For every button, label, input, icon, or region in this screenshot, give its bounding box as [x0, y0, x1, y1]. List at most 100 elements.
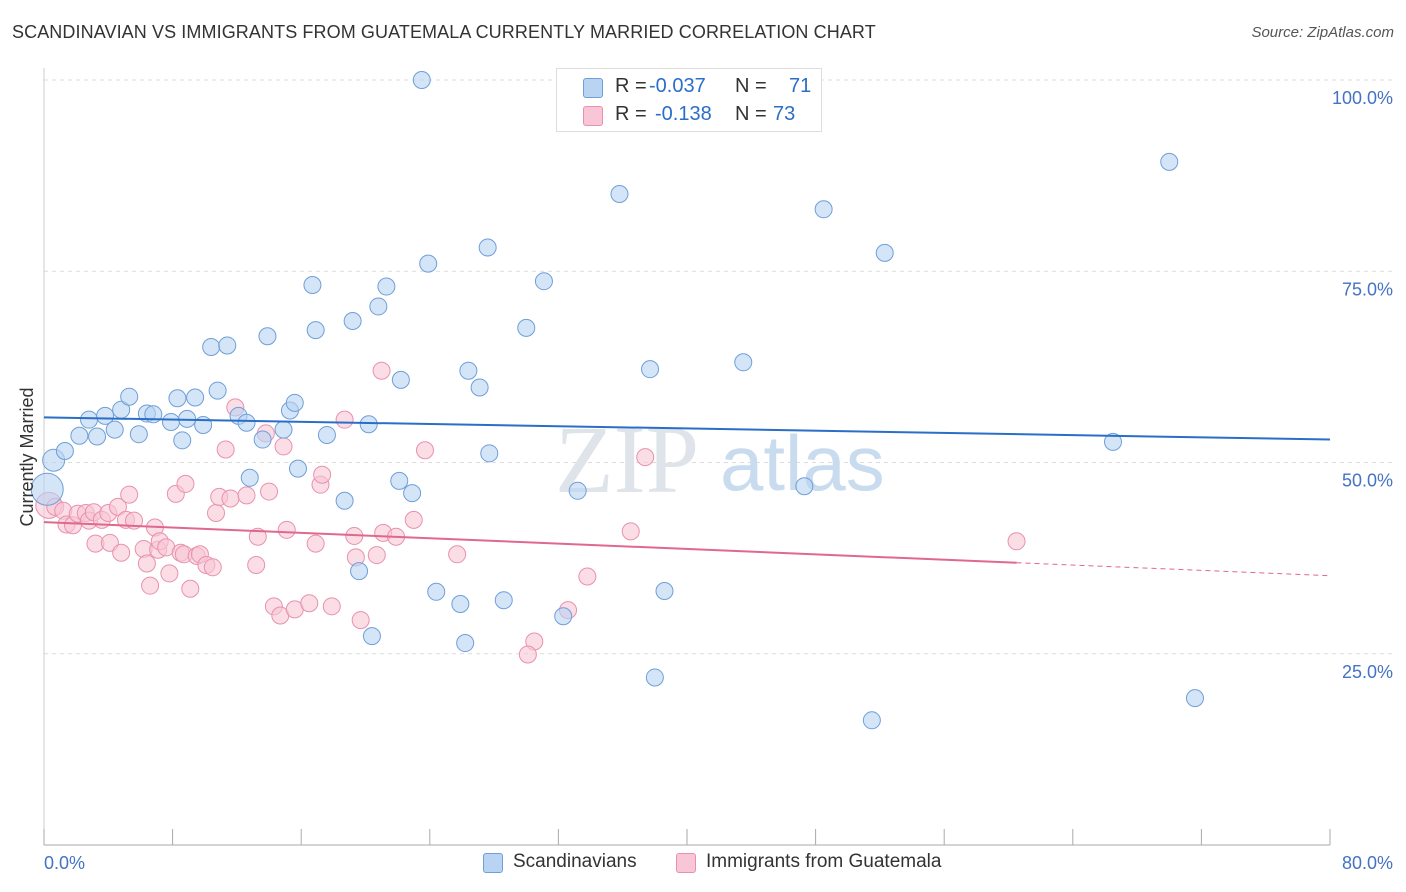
scandinavian-point	[451, 595, 470, 614]
guatemala-point	[621, 522, 640, 541]
guatemala-point	[351, 611, 370, 630]
scandinavian-point	[30, 472, 64, 506]
y-tick-label: 100.0%	[1332, 88, 1393, 108]
legend-swatch-blue	[583, 78, 603, 98]
guatemala-point	[306, 534, 325, 553]
scandinavian-point	[274, 420, 293, 439]
legend-row-scandinavians: R = -0.037 N = 71	[557, 72, 821, 102]
scandinavian-point	[456, 634, 475, 653]
scandinavian-point	[96, 406, 115, 425]
scandinavian-point	[335, 491, 354, 510]
guatemala-point	[415, 441, 434, 460]
guatemala-point	[335, 410, 354, 429]
guatemala-point	[277, 520, 296, 539]
guatemala-point	[112, 543, 131, 562]
scandinavian-point	[285, 393, 304, 412]
guatemala-point	[260, 482, 279, 501]
guatemala-point	[372, 361, 391, 380]
scandinavian-point	[288, 459, 307, 478]
scandinavian-point	[1160, 152, 1179, 171]
scandinavian-point	[161, 412, 180, 431]
scandinavian-point	[419, 254, 438, 273]
scandinavian-point	[88, 427, 107, 446]
guatemala-point	[448, 545, 467, 564]
scandinavian-point	[517, 318, 536, 337]
legend-r-value: -0.037	[649, 75, 706, 97]
scandinavian-point	[306, 321, 325, 340]
scandinavian-point	[390, 471, 409, 490]
legend-swatch-blue	[483, 853, 503, 873]
guatemala-point	[137, 554, 156, 573]
scandinavian-point	[237, 413, 256, 432]
series-guatemala-points	[35, 361, 1026, 664]
scandinavian-point	[470, 378, 489, 397]
guatemala-point	[578, 567, 597, 586]
scandinavian-point	[202, 337, 221, 356]
guatemala-point	[207, 503, 226, 522]
scandinavian-point	[186, 388, 205, 407]
guatemala-point	[176, 474, 195, 493]
scandinavian-point	[168, 389, 187, 408]
y-tick-label: 75.0%	[1342, 279, 1393, 299]
legend-n-label: N =	[735, 103, 767, 125]
guatemala-point	[636, 448, 655, 467]
guatemala-point	[313, 465, 332, 484]
scandinavian-point	[427, 582, 446, 601]
guatemala-point	[203, 558, 222, 577]
guatemala-point	[237, 486, 256, 505]
scandinavian-point	[655, 582, 674, 601]
guatemala-point	[322, 597, 341, 616]
trend-line-scandinavians	[43, 416, 1331, 441]
scandinavian-point	[120, 387, 139, 406]
scandinavian-point	[862, 711, 881, 730]
guatemala-point	[181, 579, 200, 598]
scandinavian-point	[359, 415, 378, 434]
legend-r-label: R =	[615, 103, 647, 125]
scandinavian-point	[208, 381, 227, 400]
guatemala-point	[100, 533, 119, 552]
scandinavian-point	[478, 238, 497, 257]
scandinavian-point	[258, 327, 277, 346]
scandinavian-point	[610, 184, 629, 203]
guatemala-point	[367, 546, 386, 565]
guatemala-point	[404, 510, 423, 529]
legend-r-value: -0.138	[655, 103, 712, 125]
scandinavian-point	[534, 272, 553, 291]
gridlines	[44, 79, 1392, 655]
scandinavian-point	[369, 297, 388, 316]
scandinavian-point	[403, 484, 422, 503]
watermark: ZIP atlas	[555, 406, 885, 513]
guatemala-point	[247, 556, 266, 575]
legend-swatch-pink	[676, 853, 696, 873]
scandinavian-point	[875, 243, 894, 262]
scandinavian-point	[554, 607, 573, 626]
scandinavian-point	[350, 562, 369, 581]
scandinavian-point	[173, 431, 192, 450]
guatemala-point	[248, 527, 267, 546]
scandinavian-point	[568, 481, 587, 500]
legend-n-value: 73	[773, 103, 796, 125]
scandinavian-point	[70, 426, 89, 445]
trend-lines	[43, 416, 1331, 577]
guatemala-point	[120, 485, 139, 504]
scandinavian-point	[795, 477, 814, 496]
legend-row-guatemala: R = -0.138 N = 73	[557, 100, 821, 130]
source-note: Source: ZipAtlas.com	[1251, 24, 1394, 41]
correlation-legend: R = -0.037 N = 71 R = -0.138 N = 73	[556, 68, 822, 132]
guatemala-point	[1007, 532, 1026, 551]
guatemala-point	[274, 437, 293, 456]
scandinavian-point	[80, 410, 99, 429]
scandinavian-point	[303, 276, 322, 295]
scandinavian-point	[1103, 432, 1122, 451]
chart-title: SCANDINAVIAN VS IMMIGRANTS FROM GUATEMAL…	[12, 22, 876, 42]
scandinavian-point	[55, 442, 74, 461]
trend-line-guatemala-extension	[1016, 562, 1331, 577]
scandinavian-point	[317, 425, 336, 444]
scandinavian-point	[459, 361, 478, 380]
guatemala-point	[108, 497, 127, 516]
scandinavian-point	[362, 627, 381, 646]
guatemala-point	[141, 576, 160, 595]
guatemala-point	[221, 489, 240, 508]
scandinavian-point	[105, 420, 124, 439]
